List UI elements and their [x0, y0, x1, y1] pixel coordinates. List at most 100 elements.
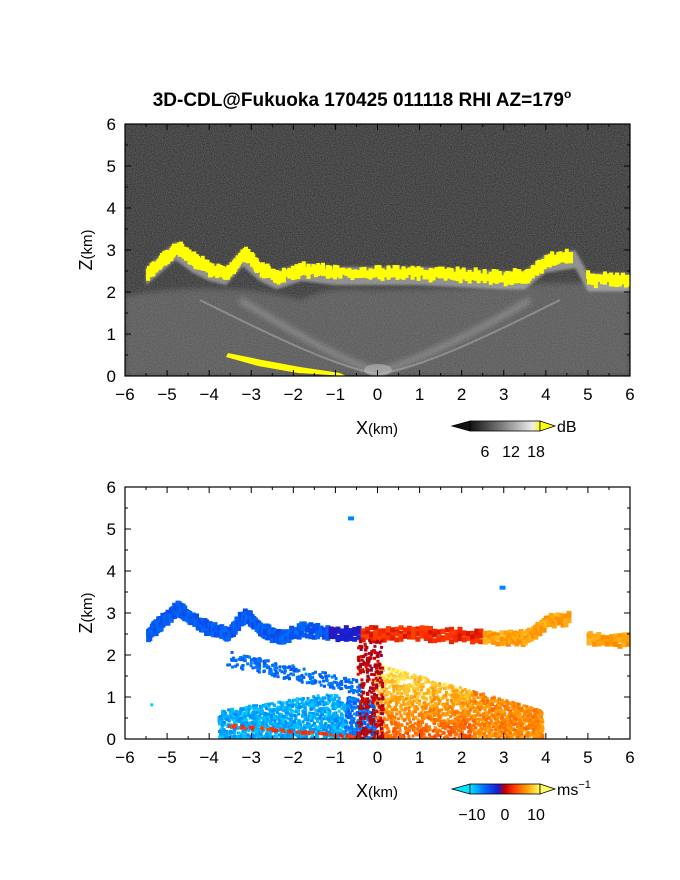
velocity-cell [364, 710, 368, 714]
cloud-echo-cell [608, 272, 613, 287]
y-tick-label: 6 [107, 115, 116, 134]
cloud-echo-cell [335, 265, 340, 278]
velocity-cell [383, 724, 387, 728]
velocity-cell [296, 709, 300, 713]
velocity-cell [319, 697, 323, 701]
velocity-cell [429, 695, 433, 699]
velocity-cell [210, 624, 216, 630]
velocity-cell [395, 708, 399, 712]
velocity-cell [470, 693, 474, 697]
velocity-cell [284, 729, 288, 733]
velocity-cell [286, 635, 292, 641]
velocity-cell [295, 730, 299, 734]
velocity-cell [381, 668, 385, 672]
velocity-cell [336, 726, 340, 730]
velocity-cell [232, 734, 236, 738]
velocity-cell [532, 721, 536, 725]
velocity-cell [403, 718, 407, 722]
velocity-cell [413, 678, 417, 682]
velocity-cell [482, 639, 488, 645]
velocity-cell [444, 724, 448, 728]
velocity-cell [260, 735, 264, 739]
colorbar-tick-label: −10 [458, 807, 485, 824]
velocity-cell [491, 725, 495, 729]
velocity-cell [307, 722, 311, 726]
velocity-cell [377, 736, 381, 739]
cloud-echo-cell [368, 268, 373, 280]
velocity-cell [223, 734, 227, 738]
velocity-cell [321, 671, 325, 675]
velocity-cell [490, 734, 494, 738]
velocity-cell [301, 720, 305, 724]
velocity-cell [332, 627, 338, 633]
velocity-cell [356, 685, 360, 689]
velocity-cell [366, 735, 370, 739]
velocity-cell [242, 608, 248, 614]
velocity-cell [393, 715, 397, 719]
velocity-cell [354, 678, 358, 682]
velocity-cell [379, 700, 383, 704]
velocity-cell [345, 714, 349, 718]
velocity-cell [368, 736, 372, 739]
velocity-cell [393, 707, 397, 711]
velocity-cell [411, 687, 415, 691]
cloud-echo-cell [410, 265, 415, 280]
velocity-cell [263, 662, 267, 666]
velocity-cell [370, 672, 374, 676]
velocity-cell [541, 725, 545, 729]
velocity-cell [303, 711, 307, 715]
velocity-cell [386, 728, 390, 732]
velocity-cell [534, 719, 538, 723]
cloud-echo-cell [455, 266, 460, 282]
velocity-cell [452, 722, 456, 726]
velocity-cell [286, 733, 290, 737]
velocity-cell [346, 704, 350, 708]
velocity-cell [325, 693, 329, 697]
velocity-cell [287, 736, 291, 739]
velocity-cell [297, 669, 301, 673]
velocity-cell [380, 693, 384, 697]
velocity-cell [242, 718, 246, 722]
velocity-cell [479, 706, 483, 710]
velocity-cell [357, 646, 361, 650]
velocity-cell [362, 670, 366, 674]
velocity-cell [498, 732, 502, 736]
velocity-cell [518, 712, 522, 716]
velocity-cell [212, 622, 218, 628]
velocity-cell [317, 729, 321, 733]
velocity-cell [311, 623, 317, 629]
cloud-echo-cell [323, 269, 328, 277]
velocity-cell [483, 710, 487, 714]
velocity-cell [328, 724, 332, 728]
velocity-cell [363, 726, 367, 730]
velocity-cell [377, 710, 381, 714]
cloud-echo-cell [416, 266, 421, 281]
velocity-cell [331, 681, 335, 685]
velocity-cell [292, 733, 296, 737]
velocity-cell [367, 727, 371, 731]
velocity-cell [434, 711, 438, 715]
velocity-cell [522, 704, 526, 708]
velocity-cell [297, 675, 301, 679]
velocity-cell [331, 703, 335, 707]
velocity-cell [330, 719, 334, 723]
velocity-cell [490, 728, 494, 732]
velocity-cell [483, 726, 487, 730]
velocity-cell [290, 730, 294, 734]
velocity-cell [436, 711, 440, 715]
velocity-cell [332, 736, 336, 739]
velocity-cell [473, 726, 477, 730]
velocity-cell [309, 713, 313, 717]
velocity-cell [470, 630, 476, 636]
velocity-cell [537, 733, 541, 737]
velocity-cell [625, 641, 630, 647]
velocity-cell [230, 665, 234, 669]
velocity-cell [370, 668, 374, 672]
velocity-cell [284, 723, 288, 727]
velocity-cell [323, 696, 327, 700]
velocity-cell [234, 718, 238, 722]
velocity-cell [236, 626, 242, 632]
velocity-cell [266, 718, 270, 722]
cloud-echo-cell [596, 274, 601, 282]
velocity-cell [311, 712, 315, 716]
